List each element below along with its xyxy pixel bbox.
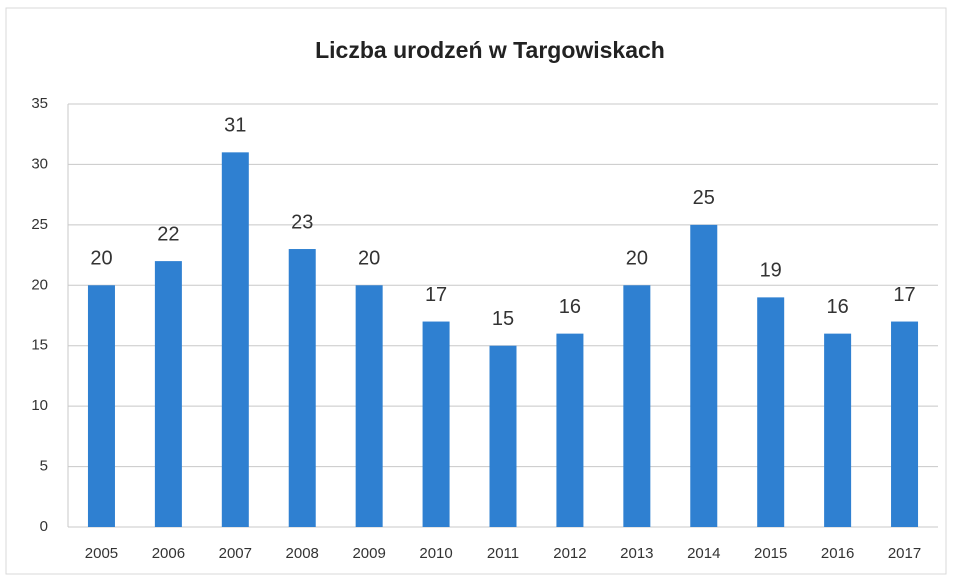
y-tick-label: 15: [31, 337, 48, 354]
bar: [288, 249, 316, 527]
chart-frame: [5, 7, 947, 575]
bar: [422, 321, 450, 527]
data-label: 16: [559, 296, 581, 318]
data-label: 22: [157, 223, 179, 245]
x-tick-label: 2014: [687, 545, 720, 562]
data-label: 17: [893, 284, 915, 306]
x-tick-label: 2005: [85, 545, 118, 562]
bar: [891, 321, 919, 527]
x-tick-label: 2017: [888, 545, 921, 562]
x-tick-label: 2013: [620, 545, 653, 562]
data-label: 31: [224, 115, 246, 137]
x-tick-label: 2008: [286, 545, 319, 562]
bar: [690, 224, 718, 527]
bar: [824, 333, 852, 527]
data-label: 23: [291, 211, 313, 233]
x-tick-label: 2006: [152, 545, 185, 562]
data-label: 17: [425, 284, 447, 306]
x-tick-label: 2009: [352, 545, 385, 562]
y-tick-label: 25: [31, 216, 48, 233]
y-tick-label: 5: [40, 458, 48, 475]
data-label: 15: [492, 308, 514, 330]
bar: [489, 345, 517, 527]
x-tick-label: 2012: [553, 545, 586, 562]
y-tick-label: 10: [31, 397, 48, 414]
x-tick-label: 2016: [821, 545, 854, 562]
data-label: 20: [90, 248, 112, 270]
x-tick-label: 2011: [487, 545, 519, 562]
data-label: 16: [826, 296, 848, 318]
data-label: 25: [693, 187, 715, 209]
y-tick-label: 20: [31, 276, 48, 293]
bar: [221, 152, 249, 528]
x-tick-label: 2007: [219, 545, 252, 562]
data-label: 20: [626, 248, 648, 270]
x-tick-label: 2015: [754, 545, 787, 562]
bar: [556, 333, 584, 527]
bar: [154, 261, 182, 527]
y-tick-label: 0: [40, 518, 48, 535]
bar: [757, 297, 785, 527]
chart-title: Liczba urodzeń w Targowiskach: [315, 37, 665, 63]
data-label: 19: [760, 260, 782, 282]
bar: [87, 285, 115, 527]
bar: [623, 285, 651, 527]
x-tick-label: 2010: [419, 545, 452, 562]
bar: [355, 285, 383, 527]
y-tick-label: 30: [31, 155, 48, 172]
y-tick-label: 35: [31, 95, 48, 112]
data-label: 20: [358, 248, 380, 270]
